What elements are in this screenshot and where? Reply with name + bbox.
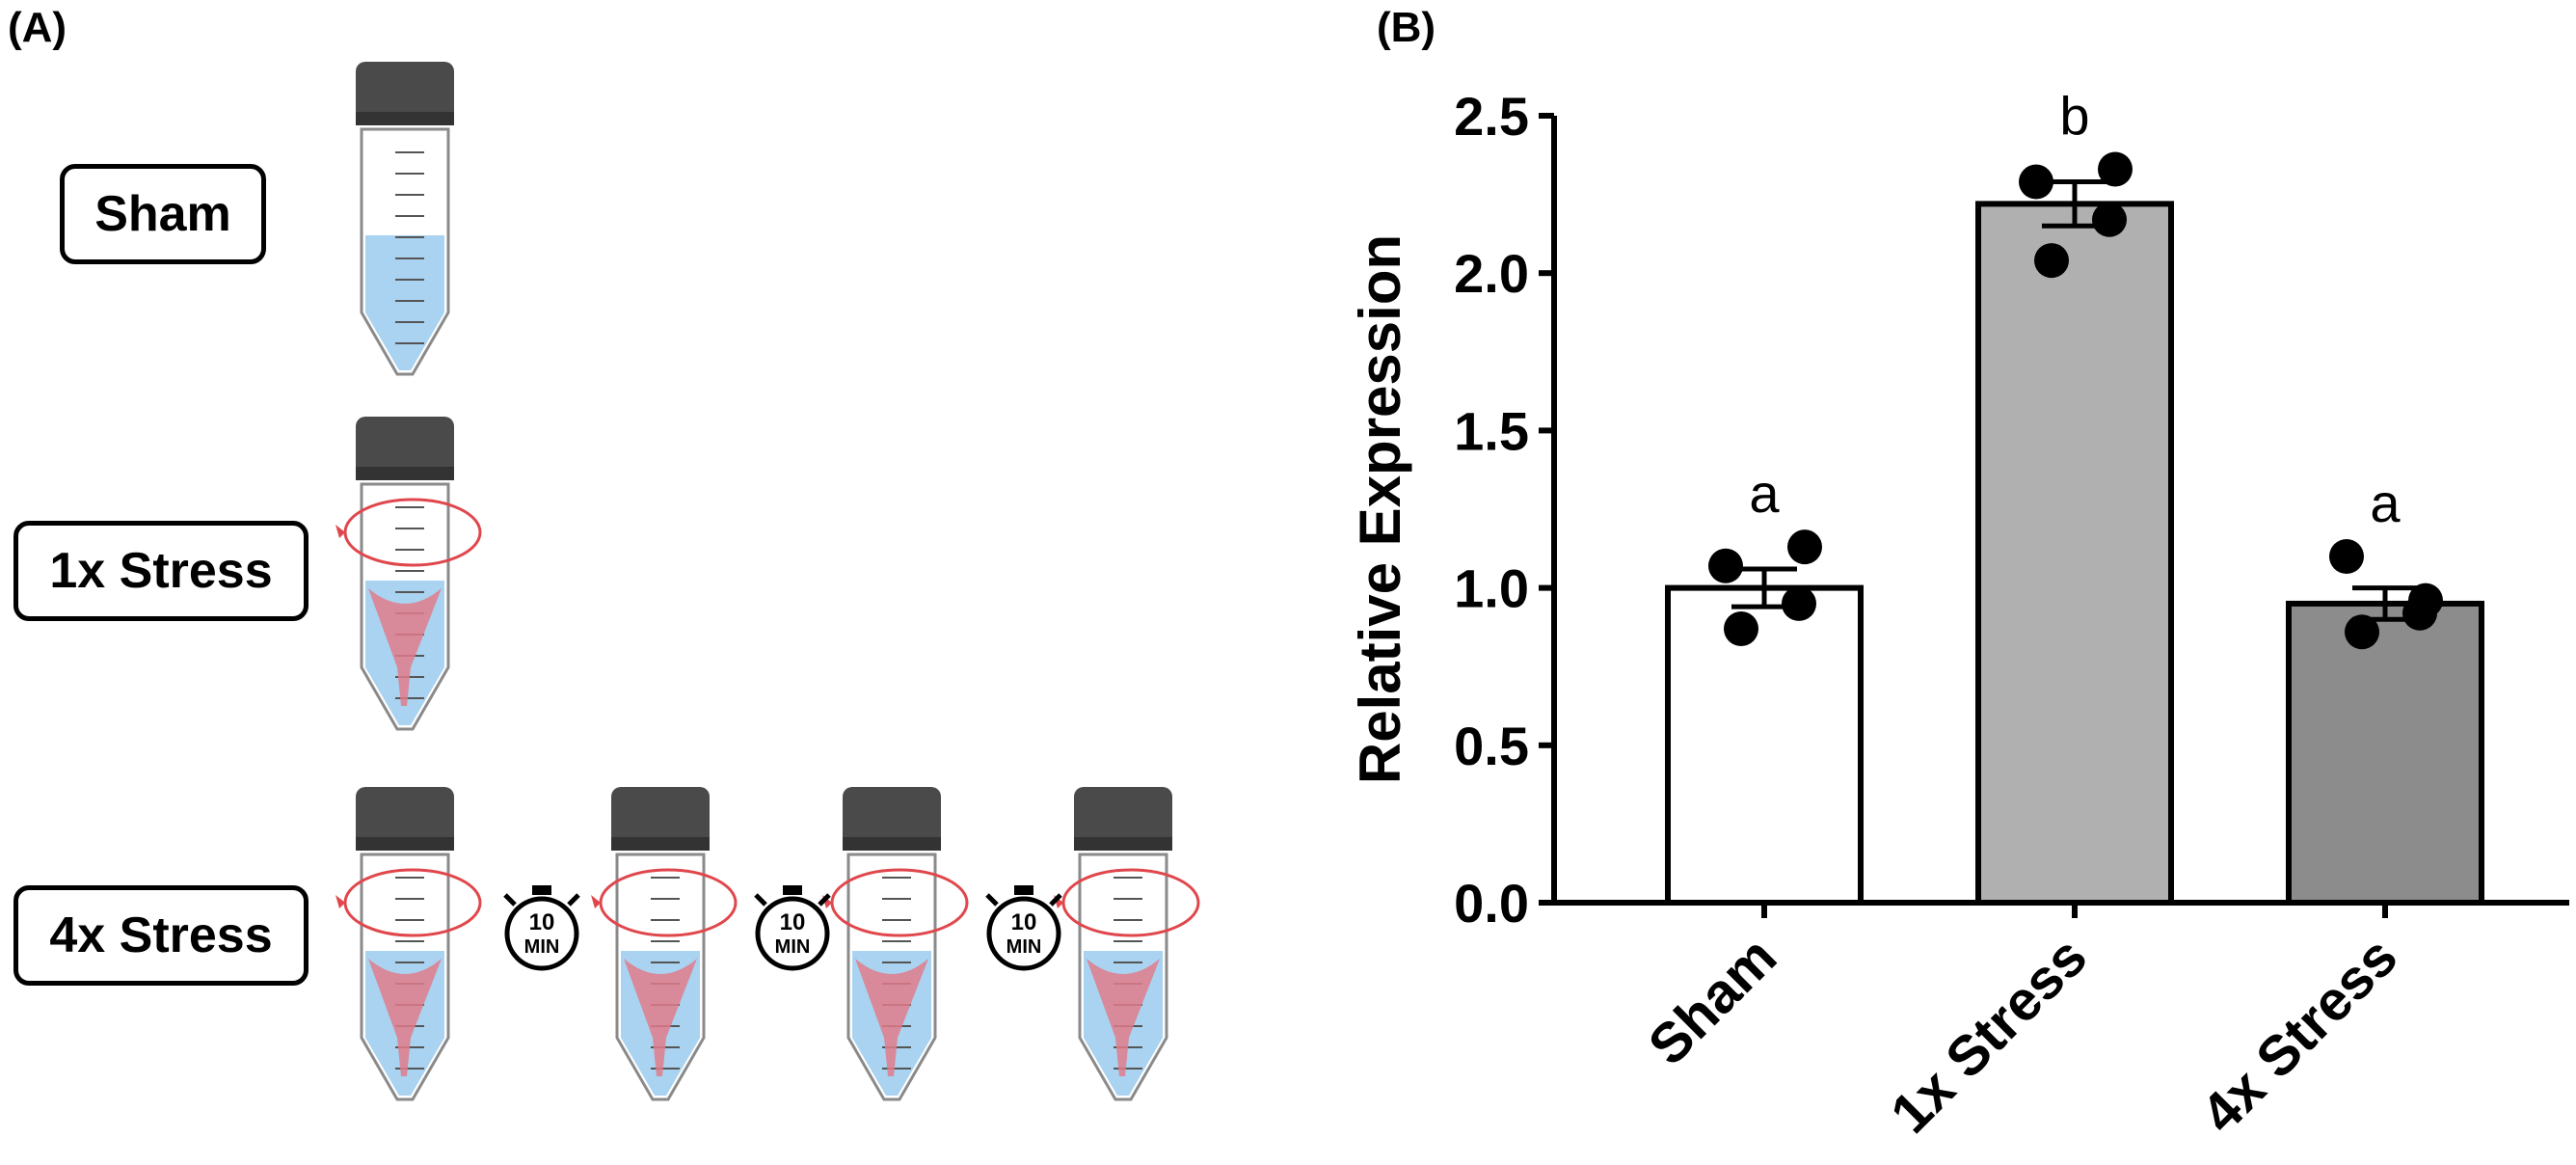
tube-icon — [846, 853, 937, 1101]
vortex-icon — [1087, 959, 1160, 1076]
panel-a: (A) Sham 1x Stress 4x Stress 10 MIN 10 MIN 1… — [8, 4, 1200, 1101]
group-label-sham: Sham — [60, 164, 266, 264]
tube-icon — [360, 127, 450, 376]
timer-minutes-label: 10 — [780, 909, 806, 935]
tube-4x-stress-1 — [335, 787, 482, 1101]
rotation-arrow-icon — [343, 498, 482, 567]
bar-3 — [2286, 600, 2484, 906]
tube-icon — [360, 853, 450, 1101]
significance-label: a — [2370, 473, 2401, 533]
y-tick-label: 2.0 — [1454, 243, 1529, 304]
panel-b-label: (B) — [1377, 4, 1436, 51]
timer-unit-label: MIN — [1006, 936, 1042, 958]
data-point — [1708, 548, 1743, 583]
timer-minutes-label: 10 — [1011, 909, 1037, 935]
vortex-icon — [855, 959, 928, 1076]
vortex-icon — [368, 588, 442, 706]
cap-icon — [356, 417, 454, 480]
significance-label: a — [1749, 463, 1780, 524]
bar-chart: 0.0 0.5 1.0 1.5 2.0 2.5 Relative Expression a Sh… — [1348, 85, 2569, 1146]
tube-1x-stress — [335, 417, 482, 731]
cap-icon — [356, 787, 454, 851]
liquid-icon — [365, 235, 444, 370]
data-point — [2034, 243, 2069, 279]
data-point — [2345, 614, 2379, 650]
x-tick-label: 1x Stress — [1879, 925, 2099, 1145]
tube-4x-stress-2 — [591, 787, 738, 1101]
tube-icon — [360, 482, 450, 731]
timer-unit-label: MIN — [524, 936, 560, 958]
data-point — [2098, 151, 2133, 187]
x-tick-label: 4x Stress — [2189, 925, 2409, 1145]
y-tick-label: 2.5 — [1454, 86, 1529, 147]
timer-minutes-label: 10 — [529, 909, 555, 935]
vortex-icon — [624, 959, 697, 1076]
bar-2 — [1975, 201, 2174, 906]
y-axis-title: Relative Expression — [1348, 234, 1412, 784]
timer-unit-label: MIN — [775, 936, 811, 958]
group-label-4x-stress: 4x Stress — [13, 885, 309, 986]
x-tick-label: Sham — [1637, 925, 1789, 1077]
bar-1 — [1665, 584, 1864, 906]
cap-icon — [843, 787, 941, 851]
rotation-arrow-icon — [343, 868, 482, 937]
rotation-arrow-icon — [1061, 868, 1200, 937]
data-point — [2329, 538, 2364, 574]
data-point — [2402, 595, 2437, 631]
data-point — [2019, 164, 2053, 200]
tube-icon — [1078, 853, 1168, 1101]
data-point — [1787, 529, 1822, 565]
panel-a-label: (A) — [8, 4, 67, 51]
y-tick-label: 1.5 — [1454, 400, 1529, 461]
y-tick-label: 1.0 — [1454, 558, 1529, 619]
y-tick-label: 0.0 — [1454, 873, 1529, 934]
tube-sham — [356, 62, 454, 376]
tube-icon — [615, 853, 706, 1101]
significance-label: b — [2059, 85, 2089, 146]
data-point — [1782, 585, 1816, 621]
vortex-icon — [368, 959, 442, 1076]
rotation-arrow-icon — [830, 868, 969, 937]
cap-icon — [1074, 787, 1172, 851]
cap-icon — [611, 787, 710, 851]
cap-icon — [356, 62, 454, 125]
data-point — [2092, 202, 2127, 237]
tube-4x-stress-3 — [822, 787, 969, 1101]
data-point — [1724, 611, 1758, 647]
rotation-arrow-icon — [599, 868, 738, 937]
group-label-1x-stress: 1x Stress — [13, 521, 309, 621]
tube-4x-stress-4 — [1054, 787, 1200, 1101]
y-tick-label: 0.5 — [1454, 716, 1529, 776]
